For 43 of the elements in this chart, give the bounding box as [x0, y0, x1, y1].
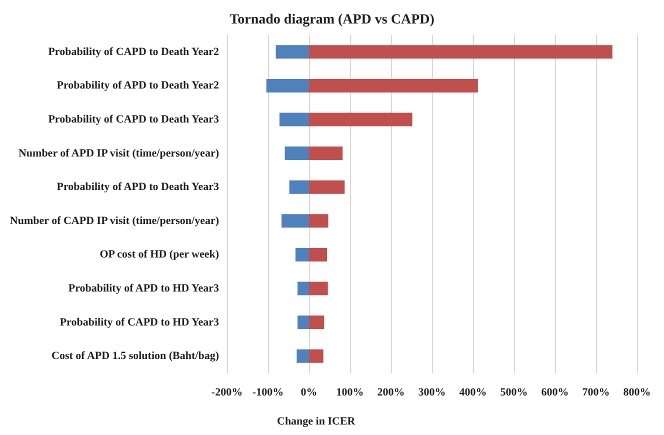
bar	[295, 248, 309, 262]
bar	[289, 180, 309, 194]
y-tick-label: Cost of APD 1.5 solution (Baht/bag)	[52, 350, 220, 362]
x-tick-label: 400%	[459, 386, 487, 398]
x-tick-label: 200%	[377, 386, 405, 398]
x-tick-label: 100%	[336, 386, 364, 398]
bar	[298, 316, 309, 330]
bar	[309, 282, 328, 296]
bar	[309, 112, 412, 126]
bar	[284, 146, 309, 160]
y-tick-label: Probability of CAPD to Death Year2	[48, 46, 220, 58]
x-tick-label: -200%	[211, 386, 243, 398]
bar	[276, 45, 309, 59]
bar	[309, 214, 328, 228]
x-tick-label: 500%	[500, 386, 528, 398]
bar	[296, 349, 309, 363]
bar	[309, 78, 478, 92]
bar	[309, 349, 324, 363]
bar	[279, 112, 309, 126]
x-tick-label: 300%	[418, 386, 446, 398]
y-tick-label: Probability of APD to HD Year3	[68, 282, 220, 294]
bar	[309, 180, 345, 194]
y-tick-label: Probability of CAPD to HD Year3	[60, 316, 220, 328]
y-tick-label: Probability of APD to Death Year3	[56, 181, 220, 194]
bar	[309, 248, 328, 262]
y-tick-label: OP cost of HD (per week)	[100, 248, 220, 261]
bar	[298, 282, 309, 296]
bar	[309, 146, 343, 160]
y-tick-label: Probability of CAPD to Death Year3	[48, 114, 220, 126]
y-tick-label: Number of CAPD IP visit (time/person/year)	[10, 214, 220, 227]
bar	[266, 78, 309, 92]
x-tick-label: 0%	[300, 386, 318, 398]
bar	[282, 214, 309, 228]
y-tick-label: Probability of APD to Death Year2	[56, 80, 220, 92]
x-tick-label: 800%	[623, 386, 651, 398]
x-axis-title: Change in ICER	[277, 416, 356, 428]
x-tick-label: 600%	[541, 386, 569, 398]
bar	[309, 316, 324, 330]
bar	[309, 45, 612, 59]
x-tick-label: -100%	[252, 386, 284, 398]
x-tick-label: 700%	[582, 386, 610, 398]
chart-title: Tornado diagram (APD vs CAPD)	[230, 12, 435, 28]
y-tick-label: Number of APD IP visit (time/person/year)	[18, 147, 220, 160]
